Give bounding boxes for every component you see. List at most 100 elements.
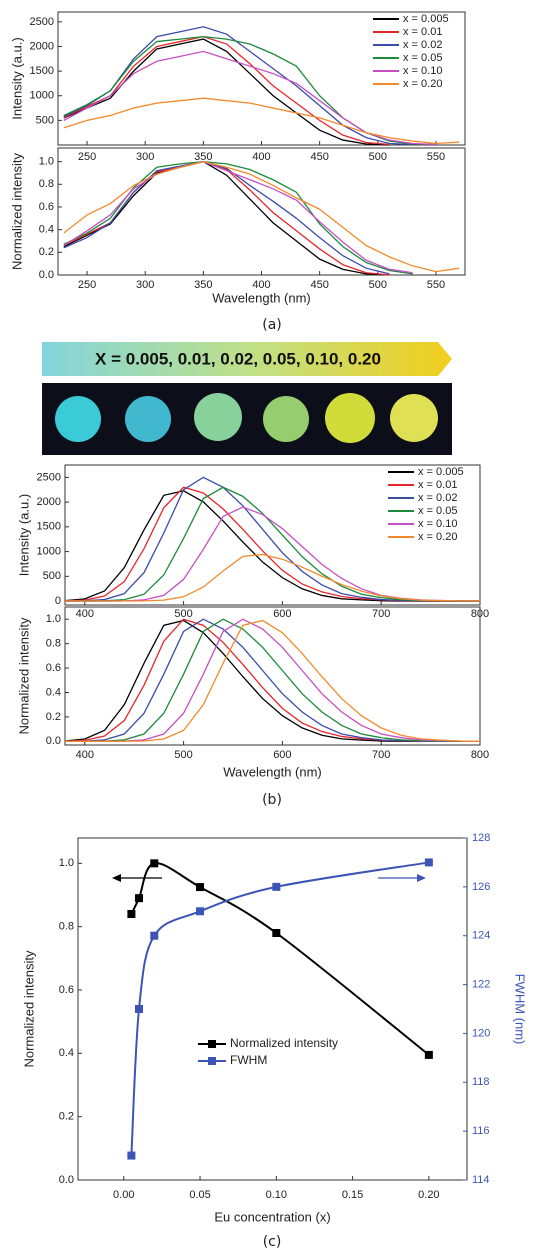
legend-marker [208,1057,216,1065]
fit-curve [130,861,430,1156]
y-axis-label: Intensity (a.u.) [9,37,24,119]
x-tick-label: 0.10 [266,1189,287,1201]
point [196,907,205,916]
series-line [65,486,480,602]
y2-tick-label: 118 [472,1076,490,1088]
point [424,1050,433,1059]
x-tick-label: 600 [273,749,291,761]
x-tick-label: 700 [372,749,390,761]
legend-label: x = 0.20 [418,531,457,543]
photo-strip [42,383,452,455]
series-line [63,160,390,276]
panel-label: (a) [262,317,282,333]
x-tick-label: 0.00 [113,1189,134,1201]
series-line [65,618,481,742]
legend-label: Normalized intensity [230,1036,338,1050]
y-tick-label: 1000 [37,545,61,557]
y-axis-label: Normalized intensity [16,617,31,735]
y-tick-label: 0 [55,595,61,607]
x-tick-label: 800 [471,749,489,761]
legend-label: x = 0.05 [418,505,457,517]
point [150,931,159,940]
x-axis-label: Wavelength (nm) [223,764,322,779]
y-tick-label: 0.0 [59,1174,74,1186]
x-tick-label: 350 [194,279,212,291]
y-tick-label: 2000 [30,40,54,52]
y-tick-label: 0.0 [46,735,61,747]
y-tick-label: 0.8 [46,638,61,650]
x-tick-label: 400 [252,279,270,291]
x-axis-label: Eu concentration (x) [214,1209,330,1224]
point [196,883,205,892]
y2-tick-label: 126 [472,881,490,893]
legend-label: x = 0.05 [403,52,442,64]
y2-tick-label: 120 [472,1027,490,1039]
series-line [63,35,390,146]
y-tick-label: 1000 [30,90,54,102]
series-line [63,26,413,146]
x-tick-label: 0.20 [418,1189,439,1201]
x-tick-label: 250 [78,279,96,291]
legend-label: x = 0.01 [418,479,457,491]
legend-label: x = 0.20 [403,78,442,90]
y-tick-label: 0.4 [59,1047,74,1059]
fit-curve [130,862,430,1056]
panel-label: (b) [262,792,282,808]
y-tick-label: 0.6 [46,662,61,674]
legend-label: x = 0.005 [418,466,464,478]
y-tick-label: 500 [43,570,61,582]
x-axis-label: Wavelength (nm) [212,290,311,305]
x-tick-label: 250 [78,151,96,163]
y-tick-label: 0.0 [39,269,54,281]
y-tick-label: 0.2 [39,246,54,258]
x-tick-label: 500 [174,749,192,761]
point [135,894,144,903]
y2-tick-label: 128 [472,832,490,844]
panel-label: (c) [263,1234,282,1250]
y-tick-label: 1.0 [46,613,61,625]
point [150,859,159,868]
y-tick-label: 1500 [30,65,54,77]
y-axis-label: Intensity (a.u.) [16,494,31,576]
plot-frame [64,606,481,746]
legend-label: x = 0.02 [403,39,442,51]
series-line [63,160,413,275]
x-tick-label: 500 [174,608,192,620]
point [127,1151,136,1160]
y-tick-label: 2500 [37,471,61,483]
point [135,1005,144,1013]
y-tick-label: 2500 [30,16,54,28]
y-tick-label: 0.6 [39,201,54,213]
y2-axis-label: FWHM (nm) [513,974,528,1045]
y-tick-label: 1.0 [59,857,74,869]
arrows [112,874,426,882]
y-tick-label: 1500 [37,521,61,533]
y2-tick-label: 116 [472,1125,490,1137]
banner [42,342,452,376]
y-axis-label: Normalized intensity [21,950,36,1068]
x-tick-label: 0.15 [342,1189,363,1201]
series-line [65,619,481,742]
series-line [63,160,460,273]
y2-tick-label: 124 [472,930,490,942]
legend-label: x = 0.02 [418,492,457,504]
legend-label: x = 0.01 [403,26,442,38]
y-tick-label: 0.6 [59,984,74,996]
x-tick-label: 400 [76,608,94,620]
x-tick-label: 350 [194,151,212,163]
y-tick-label: 2000 [37,496,61,508]
series-line [63,160,390,276]
series-line [63,97,460,145]
x-tick-label: 500 [369,279,387,291]
series-line [63,50,436,146]
y-tick-label: 0.8 [59,921,74,933]
y2-tick-label: 114 [472,1174,490,1186]
x-tick-label: 600 [273,608,291,620]
legend-label: FWHM [230,1053,267,1067]
x-tick-label: 400 [252,151,270,163]
legend-label: x = 0.10 [403,65,442,77]
x-tick-label: 400 [76,749,94,761]
y-tick-label: 0.2 [59,1111,74,1123]
plot-frame [77,837,468,1181]
